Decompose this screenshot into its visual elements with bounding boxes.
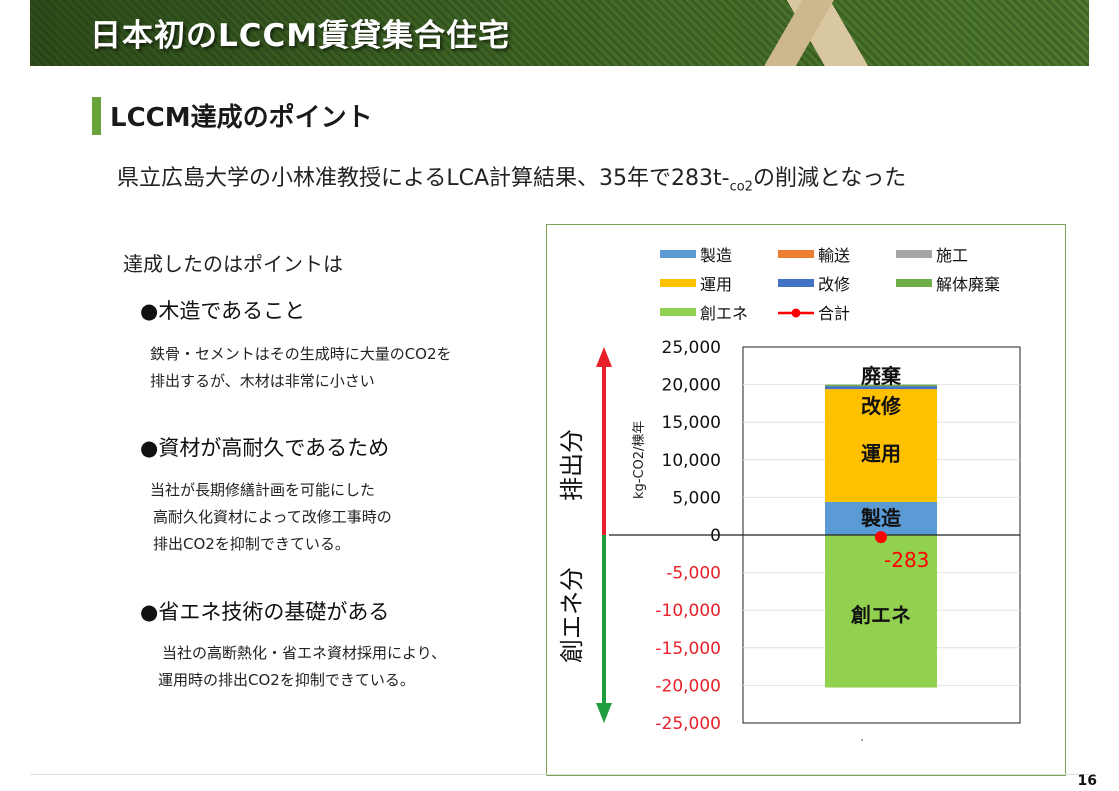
y-tick-label: 20,000 (662, 376, 721, 396)
legend-label: 解体廃棄 (936, 275, 1000, 294)
banner-overlay (30, 0, 1089, 66)
bar-segment-創エネ (825, 535, 937, 688)
header-banner: 日本初のLCCM賃貸集合住宅 (30, 0, 1089, 66)
y-tick-label: 15,000 (662, 413, 721, 433)
legend-label: 施工 (936, 246, 968, 265)
y-tick-label: -5,000 (666, 564, 721, 584)
y-tick-label: -20,000 (655, 676, 721, 696)
legend-swatch-創エネ (660, 308, 696, 316)
segment-label: 運用 (861, 441, 901, 465)
points-lead: 達成したのはポイントは (123, 252, 343, 276)
point-desc-wood: 鉄骨・セメントはその生成時に大量のCO2を 排出するが、木材は非常に小さい (150, 341, 452, 395)
legend-swatch-運用 (660, 279, 696, 287)
y-tick-label: 10,000 (662, 451, 721, 471)
generation-arrow-head (596, 703, 612, 723)
segment-label: 廃棄 (861, 364, 902, 388)
y-axis-label: kg-CO2/棟年 (632, 421, 647, 499)
legend-label: 輸送 (818, 246, 850, 265)
legend-swatch-輸送 (778, 250, 814, 258)
generation-side-label: 創エネ分 (558, 567, 586, 663)
section-accent-bar (92, 97, 101, 135)
legend-label: 合計 (818, 304, 850, 323)
y-tick-label: -15,000 (655, 639, 721, 659)
bar-segment-解体廃棄 (825, 384, 937, 387)
subtitle-unit: co2 (729, 179, 753, 195)
emission-arrow-head (596, 347, 612, 367)
segment-label: 創エネ (850, 603, 911, 627)
segment-label: 改修 (861, 394, 902, 418)
subtitle-tail: の削減となった (752, 166, 907, 191)
chart-frame: 25,000 20,000 15,000 10,000 5,000 0 -5,000 -10,… (546, 224, 1066, 776)
bar-segment-運用 (825, 389, 937, 502)
y-tick-label: -10,000 (655, 601, 721, 621)
point-desc-line: 排出するが、木材は非常に小さい (150, 372, 375, 390)
page-number: 16 (1077, 773, 1097, 789)
total-label: -283 (884, 548, 929, 572)
lca-chart: 25,000 20,000 15,000 10,000 5,000 0 -5,000 -10,… (558, 246, 1021, 741)
y-tick-label: 0 (710, 526, 721, 546)
y-tick-label: 5,000 (672, 488, 721, 508)
legend-label: 製造 (700, 246, 732, 265)
y-tick-label: -25,000 (655, 714, 721, 734)
legend-swatch-解体廃棄 (896, 279, 932, 287)
total-marker (875, 531, 887, 544)
legend-marker-total (791, 308, 801, 318)
section-title: LCCM達成のポイント (110, 103, 373, 133)
point-desc-durable: 当社が長期修繕計画を可能にした 高耐久化資材によって改修工事時の 排出CO2を抑… (150, 477, 392, 558)
legend-label: 創エネ (700, 304, 748, 323)
point-desc-line: 当社が長期修繕計画を可能にした (150, 481, 376, 499)
segment-label: 製造 (861, 506, 902, 530)
emission-side-label: 排出分 (558, 429, 586, 501)
point-title-energy: ●省エネ技術の基礎がある (140, 600, 390, 624)
point-desc-line: 高耐久化資材によって改修工事時の (153, 508, 392, 526)
wood-frame-photo-2 (739, 0, 859, 66)
y-tick-label: 25,000 (662, 338, 721, 358)
point-desc-line: 鉄骨・セメントはその生成時に大量のCO2を (150, 345, 452, 363)
bar-segment-改修 (825, 386, 937, 390)
point-title-durable: ●資材が高耐久であるため (140, 436, 390, 460)
legend-label: 運用 (700, 275, 732, 294)
point-title-wood: ●木造であること (140, 299, 306, 323)
point-desc-line: 運用時の排出CO2を抑制できている。 (158, 671, 415, 689)
legend-swatch-施工 (896, 250, 932, 258)
point-desc-energy: 当社の高断熱化・省エネ資材採用により、 運用時の排出CO2を抑制できている。 (150, 640, 446, 694)
point-desc-line: 当社の高断熱化・省エネ資材採用により、 (162, 644, 447, 662)
bar-segment-製造 (825, 501, 937, 535)
legend-label: 改修 (818, 275, 850, 294)
footer-divider (30, 774, 1089, 775)
subtitle: 県立広島大学の小林准教授によるLCA計算結果、35年で283t-co2の削減とな… (117, 160, 906, 194)
point-desc-line: 排出CO2を抑制できている。 (153, 535, 350, 553)
subtitle-main: 県立広島大学の小林准教授によるLCA計算結果、35年で283t- (117, 166, 730, 191)
legend-swatch-製造 (660, 250, 696, 258)
page-title: 日本初のLCCM賃貸集合住宅 (90, 18, 511, 54)
legend-swatch-改修 (778, 279, 814, 287)
